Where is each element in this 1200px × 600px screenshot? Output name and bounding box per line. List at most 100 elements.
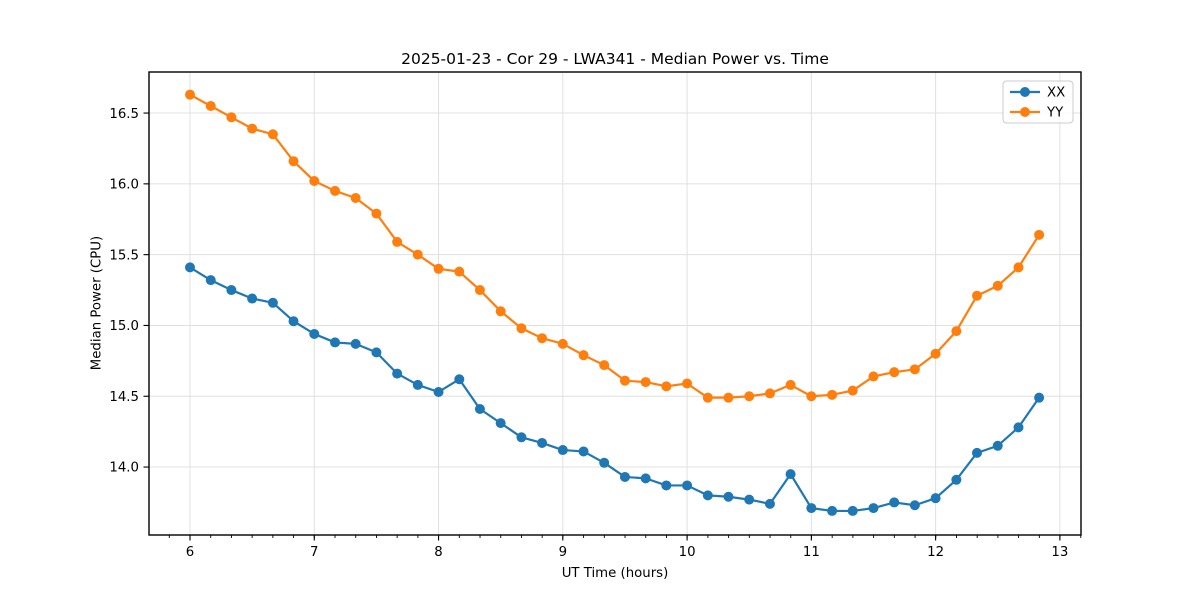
x-tick-label: 10 (679, 545, 696, 560)
data-point-XX (309, 328, 320, 339)
data-point-XX (454, 374, 465, 385)
y-axis-label: Median Power (CPU) (89, 235, 105, 371)
x-tick-label: 8 (434, 545, 442, 560)
data-point-YY (474, 285, 485, 296)
legend-label: YY (1046, 106, 1064, 121)
data-point-XX (640, 473, 651, 484)
data-point-YY (930, 348, 941, 359)
data-point-XX (682, 480, 693, 491)
data-point-YY (330, 185, 341, 196)
data-point-YY (827, 389, 838, 400)
series-line-YY (189, 93, 1041, 399)
data-point-YY (267, 129, 278, 140)
data-point-YY (909, 364, 920, 375)
data-point-XX (971, 447, 982, 458)
data-point-XX (992, 440, 1003, 451)
series-line-XX (189, 266, 1041, 513)
data-point-XX (247, 293, 258, 304)
legend-marker (1020, 87, 1030, 97)
axis-ticks (143, 112, 1082, 541)
legend-label: XX (1047, 86, 1065, 101)
data-point-XX (702, 490, 713, 501)
data-point-YY (516, 323, 527, 334)
data-point-YY (350, 193, 361, 204)
data-point-YY (682, 378, 693, 389)
data-point-YY (537, 333, 548, 344)
x-tick-label: 7 (310, 545, 318, 560)
data-point-YY (247, 123, 258, 134)
data-point-XX (516, 432, 527, 443)
data-point-XX (1013, 422, 1024, 433)
data-point-YY (992, 280, 1003, 291)
tick-labels: 6 7 8 9 10 11 12 13 14.0 14.5 15.0 15.5 16.0 16.5 (109, 107, 1068, 560)
data-point-YY (557, 338, 568, 349)
data-point-XX (868, 503, 879, 514)
data-point-XX (661, 480, 672, 491)
data-point-YY (599, 360, 610, 371)
data-point-XX (847, 505, 858, 516)
data-point-XX (578, 446, 589, 457)
y-tick-label: 14.0 (109, 461, 139, 476)
data-point-YY (578, 350, 589, 361)
data-point-XX (909, 500, 920, 511)
data-point-XX (785, 469, 796, 480)
data-point-YY (1013, 262, 1024, 273)
data-point-YY (371, 208, 382, 219)
data-point-YY (392, 236, 403, 247)
x-tick-label: 12 (927, 545, 944, 560)
plot-border-rect (148, 71, 1082, 536)
data-point-YY (661, 381, 672, 392)
y-tick-label: 15.5 (109, 248, 139, 263)
x-tick-label: 6 (186, 545, 194, 560)
data-point-YY (723, 392, 734, 403)
data-point-YY (226, 112, 237, 123)
data-point-XX (1034, 392, 1045, 403)
data-point-YY (205, 100, 216, 111)
data-point-YY (764, 388, 775, 399)
legend-marker (1020, 107, 1030, 117)
x-tick-label: 9 (559, 545, 567, 560)
data-point-XX (537, 437, 548, 448)
data-point-YY (454, 266, 465, 277)
data-point-XX (599, 457, 610, 468)
data-point-YY (619, 375, 630, 386)
data-point-YY (495, 306, 506, 317)
data-point-YY (309, 176, 320, 187)
data-point-XX (827, 505, 838, 516)
plot-border (148, 71, 1082, 536)
data-point-YY (971, 290, 982, 301)
x-tick-label: 13 (1051, 545, 1068, 560)
data-point-XX (723, 491, 734, 502)
data-point-XX (495, 418, 506, 429)
y-tick-label: 16.5 (109, 107, 139, 122)
data-point-YY (889, 367, 900, 378)
data-point-YY (951, 326, 962, 337)
data-point-XX (889, 497, 900, 508)
y-tick-label: 15.0 (109, 319, 139, 334)
data-point-XX (350, 338, 361, 349)
data-series (185, 89, 1045, 516)
data-point-XX (806, 503, 817, 514)
x-axis-label: UT Time (hours) (561, 566, 669, 581)
data-point-XX (744, 494, 755, 505)
data-point-XX (226, 285, 237, 296)
data-point-XX (267, 297, 278, 308)
data-point-YY (288, 156, 299, 167)
data-point-YY (640, 377, 651, 388)
x-tick-label: 11 (803, 545, 820, 560)
data-point-YY (785, 379, 796, 390)
data-point-XX (474, 403, 485, 414)
y-tick-label: 14.5 (109, 390, 139, 405)
data-point-XX (392, 368, 403, 379)
data-point-YY (412, 249, 423, 260)
data-point-XX (619, 471, 630, 482)
data-point-YY (744, 391, 755, 402)
data-point-YY (702, 392, 713, 403)
data-point-XX (288, 316, 299, 327)
data-point-XX (330, 337, 341, 348)
data-point-XX (951, 474, 962, 485)
chart-title: 2025-01-23 - Cor 29 - LWA341 - Median Po… (401, 50, 829, 68)
data-point-XX (930, 493, 941, 504)
